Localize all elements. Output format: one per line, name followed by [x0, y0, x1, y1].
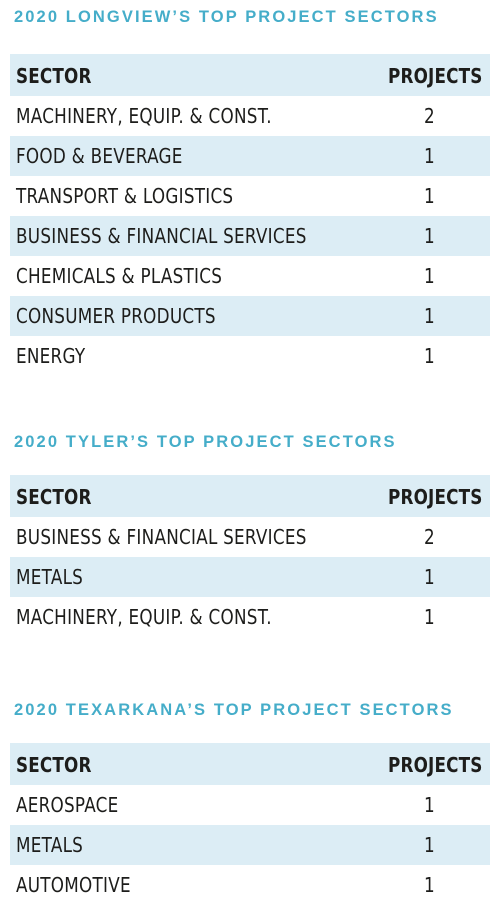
- projects-cell: 2: [424, 525, 435, 549]
- table-row: MACHINERY, EQUIP. & CONST. 1: [10, 597, 490, 637]
- projects-cell: 1: [424, 224, 435, 248]
- sector-cell: BUSINESS & FINANCIAL SERVICES: [16, 525, 307, 549]
- table-row: TRANSPORT & LOGISTICS 1: [10, 176, 490, 216]
- projects-column-header: PROJECTS: [387, 64, 482, 88]
- table-row: FOOD & BEVERAGE 1: [10, 136, 490, 176]
- table-row: METALS 1: [10, 557, 490, 597]
- table-row: METALS 1: [10, 825, 490, 865]
- sector-cell: METALS: [16, 565, 84, 589]
- projects-cell: 1: [424, 605, 435, 629]
- table-header-row: SECTOR PROJECTS: [10, 475, 490, 517]
- table-row: CHEMICALS & PLASTICS 1: [10, 256, 490, 296]
- texarkana-title: 2020 TEXARKANA’S TOP PROJECT SECTORS: [14, 701, 454, 719]
- projects-cell: 1: [424, 144, 435, 168]
- sector-cell: FOOD & BEVERAGE: [16, 144, 183, 168]
- projects-column-header: PROJECTS: [387, 753, 482, 777]
- sector-cell: CONSUMER PRODUCTS: [16, 304, 216, 328]
- sector-column-header: SECTOR: [16, 64, 92, 88]
- table-header-row: SECTOR PROJECTS: [10, 743, 490, 785]
- table-row: CONSUMER PRODUCTS 1: [10, 296, 490, 336]
- sector-cell: AEROSPACE: [16, 793, 119, 817]
- projects-cell: 1: [424, 793, 435, 817]
- sector-cell: CHEMICALS & PLASTICS: [16, 264, 223, 288]
- table-row: ENERGY 1: [10, 336, 490, 376]
- projects-cell: 1: [424, 344, 435, 368]
- sector-cell: METALS: [16, 833, 84, 857]
- sector-cell: MACHINERY, EQUIP. & CONST.: [16, 104, 272, 128]
- table-header-row: SECTOR PROJECTS: [10, 54, 490, 96]
- sector-cell: MACHINERY, EQUIP. & CONST.: [16, 605, 272, 629]
- projects-cell: 1: [424, 304, 435, 328]
- projects-cell: 1: [424, 833, 435, 857]
- table-row: BUSINESS & FINANCIAL SERVICES 1: [10, 216, 490, 256]
- longview-title: 2020 LONGVIEW’S TOP PROJECT SECTORS: [14, 8, 439, 26]
- projects-column-header: PROJECTS: [387, 485, 482, 509]
- table-row: AUTOMOTIVE 1: [10, 865, 490, 905]
- projects-cell: 1: [424, 565, 435, 589]
- sector-column-header: SECTOR: [16, 753, 92, 777]
- sector-cell: BUSINESS & FINANCIAL SERVICES: [16, 224, 307, 248]
- sector-cell: AUTOMOTIVE: [16, 873, 131, 897]
- sector-column-header: SECTOR: [16, 485, 92, 509]
- table-row: BUSINESS & FINANCIAL SERVICES 2: [10, 517, 490, 557]
- sector-cell: TRANSPORT & LOGISTICS: [16, 184, 234, 208]
- table-row: AEROSPACE 1: [10, 785, 490, 825]
- tyler-title: 2020 TYLER’S TOP PROJECT SECTORS: [14, 433, 397, 451]
- projects-cell: 1: [424, 264, 435, 288]
- projects-cell: 1: [424, 184, 435, 208]
- sector-cell: ENERGY: [16, 344, 86, 368]
- projects-cell: 2: [424, 104, 435, 128]
- projects-cell: 1: [424, 873, 435, 897]
- table-row: MACHINERY, EQUIP. & CONST. 2: [10, 96, 490, 136]
